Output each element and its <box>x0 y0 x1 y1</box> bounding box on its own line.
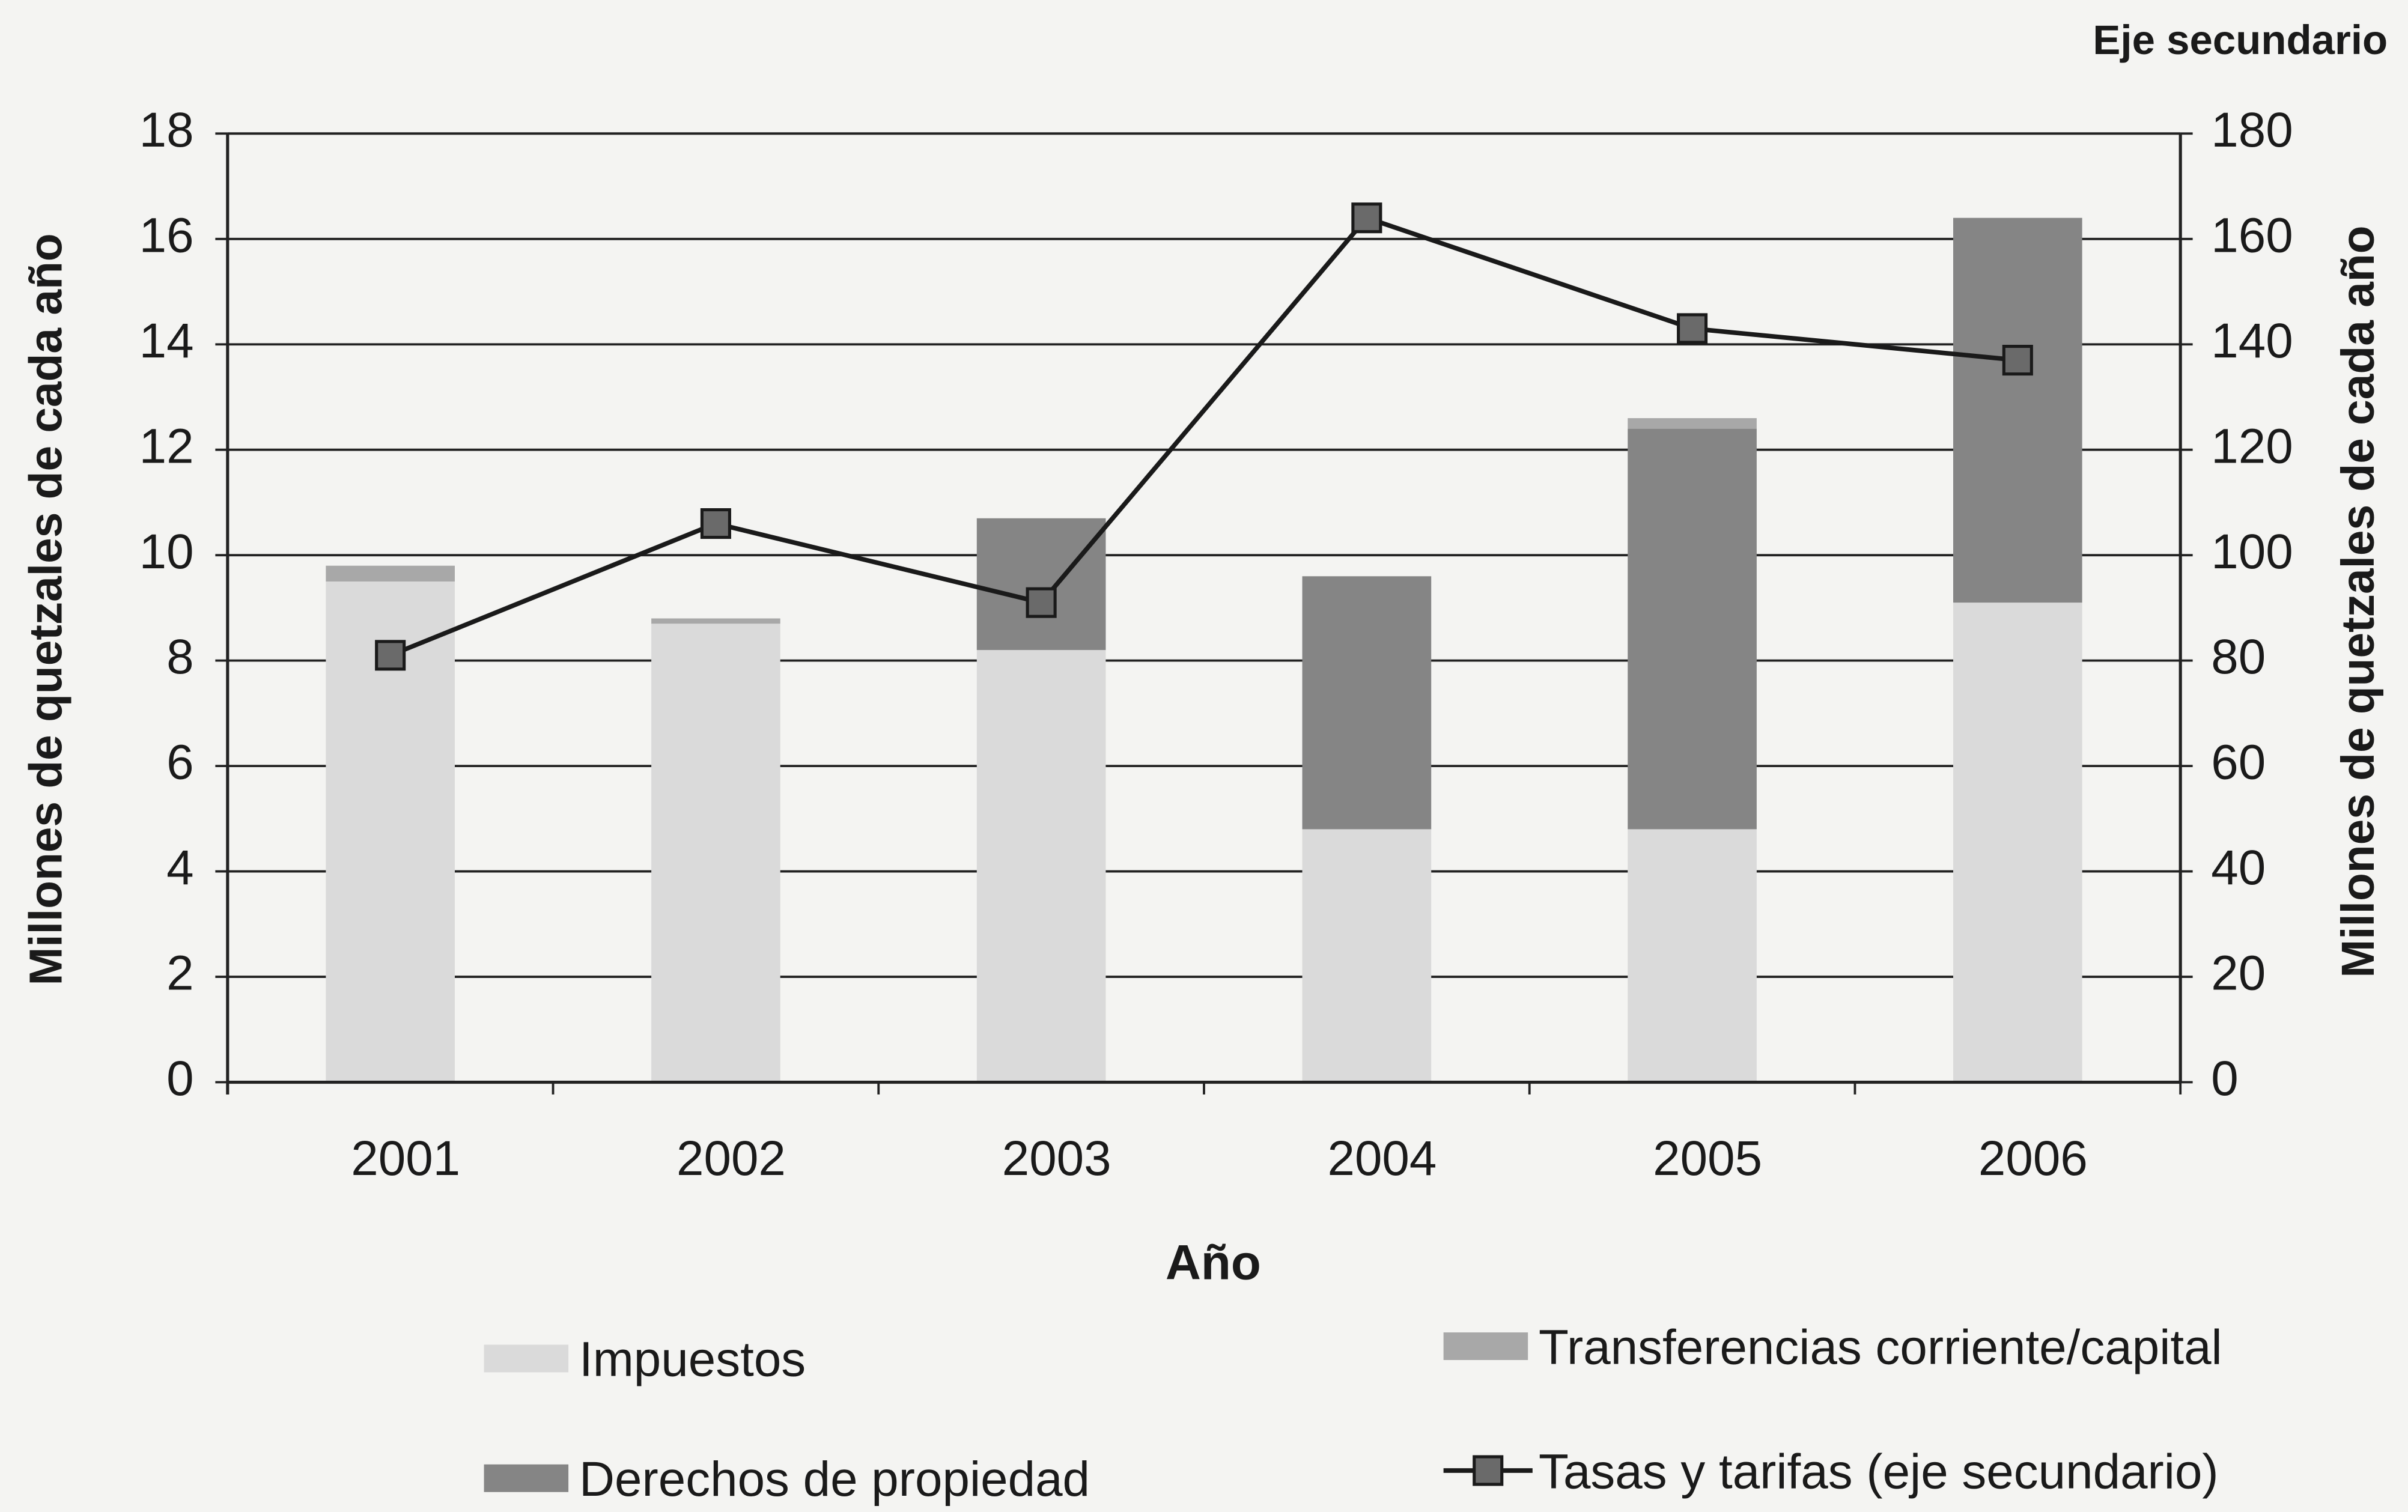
legend-swatch <box>484 1464 569 1492</box>
legend-label: Derechos de propiedad <box>579 1452 1090 1507</box>
legend-swatch <box>484 1344 569 1373</box>
bar-segment <box>1628 418 1757 429</box>
y-tick-label: 8 <box>166 630 193 684</box>
y-axis-label: Millones de quetzales de cada año <box>21 233 72 985</box>
bar-segment <box>1628 428 1757 830</box>
y2-tick-label: 20 <box>2211 946 2266 1001</box>
y2-tick-label: 100 <box>2211 524 2293 579</box>
legend-swatch <box>1443 1332 1528 1361</box>
y-tick-label: 10 <box>139 524 194 579</box>
y-tick-label: 14 <box>139 314 194 368</box>
y2-tick-label: 160 <box>2211 208 2293 263</box>
bar-segment <box>976 518 1106 651</box>
y-tick-label: 0 <box>166 1051 193 1106</box>
y-tick-label: 2 <box>166 946 193 1001</box>
y-tick-label: 18 <box>139 103 194 157</box>
y-tick-label: 4 <box>166 840 193 895</box>
y2-tick-label: 120 <box>2211 419 2293 473</box>
x-tick-label: 2002 <box>676 1131 786 1186</box>
legend-label: Impuestos <box>579 1332 806 1387</box>
marker <box>1026 587 1057 618</box>
y2-axis-label: Millones de quetzales de cada año <box>2333 226 2384 978</box>
legend-marker <box>1473 1455 1504 1486</box>
x-tick-label: 2005 <box>1653 1131 1762 1186</box>
marker <box>1351 202 1382 234</box>
bar-segment <box>1302 576 1432 830</box>
x-tick-label: 2001 <box>351 1131 460 1186</box>
bar-segment <box>1953 603 2082 1082</box>
secondary-axis-title: Eje secundario <box>2093 17 2388 63</box>
y-tick-label: 6 <box>166 735 193 790</box>
legend-label: Tasas y tarifas (eje secundario) <box>1539 1444 2219 1499</box>
marker <box>375 640 406 671</box>
bar-segment <box>1953 217 2082 603</box>
legend-label: Transferencias corriente/capital <box>1539 1320 2222 1374</box>
line <box>389 215 2018 658</box>
y2-tick-label: 140 <box>2211 314 2293 368</box>
bar-segment <box>976 650 1106 1082</box>
x-tick-label: 2003 <box>1002 1131 1111 1186</box>
bar-segment <box>326 565 455 582</box>
y2-tick-label: 60 <box>2211 735 2266 790</box>
bar-segment <box>1628 829 1757 1082</box>
marker <box>700 508 731 539</box>
y2-tick-label: 180 <box>2211 103 2293 157</box>
bar-segment <box>651 618 780 624</box>
x-axis-label: Año <box>1166 1236 1261 1290</box>
marker <box>1677 313 1708 344</box>
bar-segment <box>1302 829 1432 1082</box>
y2-tick-label: 0 <box>2211 1051 2238 1106</box>
y-tick-label: 12 <box>139 419 194 473</box>
y2-tick-label: 40 <box>2211 840 2266 895</box>
x-tick-label: 2006 <box>1978 1131 2088 1186</box>
y-tick-label: 16 <box>139 208 194 263</box>
y2-tick-label: 80 <box>2211 630 2266 684</box>
marker <box>2002 345 2033 376</box>
x-tick-label: 2004 <box>1327 1131 1437 1186</box>
bar-segment <box>651 624 780 1082</box>
